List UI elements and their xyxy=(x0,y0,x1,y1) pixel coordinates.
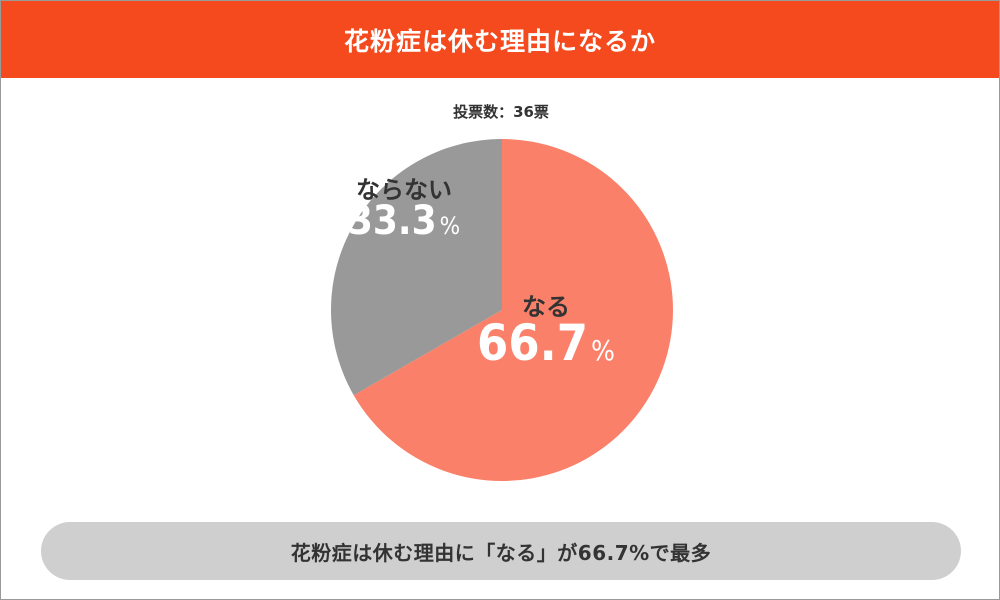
pie-slice-value-0: 66.7% xyxy=(477,314,615,372)
pie-slice-value-1: 33.3% xyxy=(348,198,460,244)
summary-text: 花粉症は休む理由に「なる」が66.7%で最多 xyxy=(290,540,712,565)
vote-count: 投票数：36票 xyxy=(453,103,549,121)
page-title: 花粉症は休む理由になるか xyxy=(343,26,656,56)
summary-bar: 花粉症は休む理由に「なる」が66.7%で最多 xyxy=(41,522,961,580)
pie-slice-1 xyxy=(330,139,502,396)
header-banner: 花粉症は休む理由になるか xyxy=(1,1,999,78)
pie-slice-label-1: ならない xyxy=(356,176,452,204)
pie-slice-0 xyxy=(353,139,673,481)
pie-slices xyxy=(330,139,673,481)
pie-slice-label-0: なる xyxy=(522,293,570,321)
